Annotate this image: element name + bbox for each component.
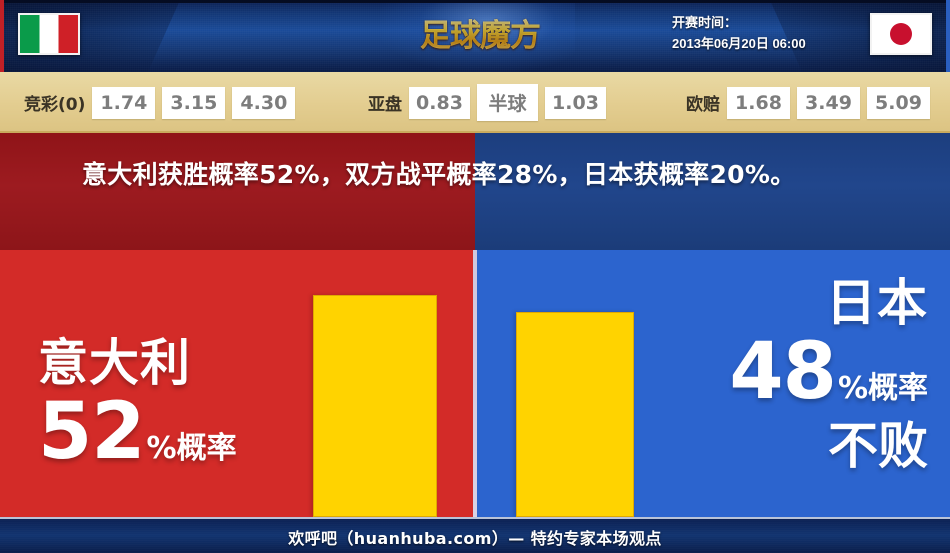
bar-japan[interactable] — [516, 312, 634, 517]
odds-value-home[interactable]: 1.68 — [727, 86, 790, 119]
italy-probability-suffix: %概率 — [146, 431, 237, 466]
summary-text: 意大利获胜概率52%，双方战平概率28%，日本获概率20%。 — [82, 160, 796, 189]
italy-flag-icon — [18, 13, 80, 55]
header-left-edge-accent — [0, 0, 4, 72]
odds-value-away[interactable]: 5.09 — [867, 86, 930, 119]
italy-probability-value: 52 — [38, 387, 146, 477]
odds-value-home[interactable]: 1.74 — [92, 86, 156, 119]
japan-stat-block: 日本 48 %概率 不败 — [729, 275, 928, 475]
italy-stat-block: 意大利 52 %概率 — [38, 335, 237, 473]
header-right-edge-accent — [946, 0, 950, 72]
odds-group-label: 亚盘 — [368, 95, 402, 115]
odds-group-label: 竞彩(0) — [24, 95, 86, 115]
japan-flag-icon — [870, 13, 932, 55]
odds-value-away[interactable]: 4.30 — [232, 86, 296, 119]
kickoff-value: 2013年06月20日 06:00 — [672, 36, 806, 51]
odds-group-jingcai: 竞彩(0) 1.74 3.15 4.30 — [24, 72, 296, 133]
chart-center-divider — [473, 250, 477, 517]
odds-group-asian-handicap: 亚盘 0.83 半球 1.03 — [368, 72, 606, 133]
probability-chart: 意大利 52 %概率 日本 48 %概率 不败 点击查看更多！ — [0, 250, 950, 517]
kickoff-label: 开赛时间： — [672, 15, 738, 30]
japan-probability-value: 48 — [729, 327, 837, 417]
odds-group-european: 欧赔 1.68 3.49 5.09 — [686, 72, 930, 133]
header-top-line — [0, 0, 950, 3]
odds-group-label: 欧赔 — [686, 95, 720, 115]
italy-probability: 52 %概率 — [38, 391, 237, 473]
bar-italy[interactable] — [313, 295, 437, 517]
japan-probability-suffix: %概率 — [837, 371, 928, 406]
odds-handicap-line[interactable]: 半球 — [477, 84, 538, 121]
odds-value-draw[interactable]: 3.15 — [162, 86, 226, 119]
site-logo[interactable]: 足球魔方 — [415, 14, 545, 58]
odds-value-home[interactable]: 0.83 — [409, 86, 470, 119]
japan-undefeated-note: 不败 — [828, 417, 928, 475]
header-center-glow — [380, 0, 575, 72]
odds-value-draw[interactable]: 3.49 — [797, 86, 860, 119]
odds-bar: 竞彩(0) 1.74 3.15 4.30 亚盘 0.83 半球 1.03 欧赔 … — [0, 72, 950, 133]
summary-band: 意大利获胜概率52%，双方战平概率28%，日本获概率20%。 — [0, 133, 950, 250]
italy-team-name: 意大利 — [38, 334, 191, 392]
japan-flag-sun — [890, 23, 912, 45]
japan-probability: 48 %概率 — [729, 331, 928, 413]
header-texture — [0, 0, 950, 72]
footer-texture — [0, 519, 950, 553]
kickoff-time: 开赛时间： 2013年06月20日 06:00 — [672, 12, 872, 54]
summary-band-blue-half — [475, 133, 950, 250]
odds-value-away[interactable]: 1.03 — [545, 86, 606, 119]
summary-band-red-half — [0, 133, 475, 250]
japan-team-name: 日本 — [826, 274, 928, 332]
footer-credit: 欢呼吧（huanhuba.com）— 特约专家本场观点 — [288, 529, 662, 548]
footer-bar: 欢呼吧（huanhuba.com）— 特约专家本场观点 — [0, 517, 950, 553]
match-header: 足球魔方 足球魔方 开赛时间： 2013年06月20日 06:00 — [0, 0, 950, 74]
